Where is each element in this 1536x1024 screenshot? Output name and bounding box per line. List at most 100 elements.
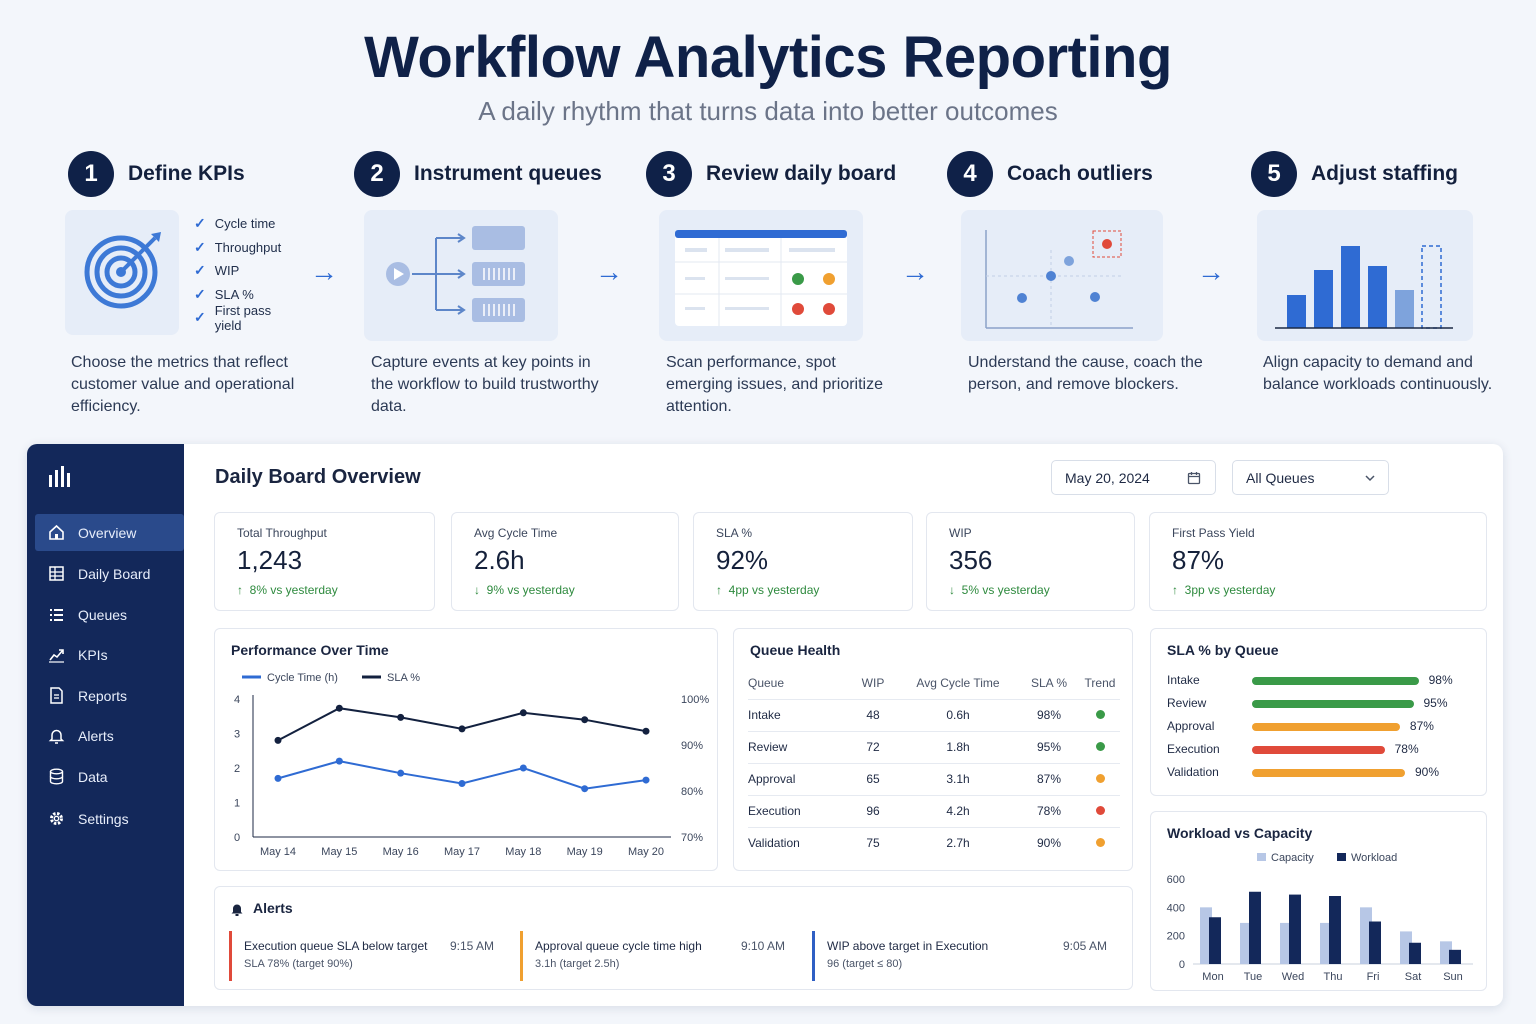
sidebar-item-overview[interactable]: Overview bbox=[35, 514, 184, 551]
alert-time: 9:15 AM bbox=[450, 939, 495, 953]
queue-filter-select[interactable]: All Queues bbox=[1232, 460, 1389, 495]
table-row[interactable]: Intake 48 0.6h 98% bbox=[748, 699, 1120, 731]
table-row[interactable]: Review 72 1.8h 95% bbox=[748, 731, 1120, 763]
alert-item[interactable]: Execution queue SLA below target SLA 78%… bbox=[229, 931, 505, 981]
sidebar-item-alerts[interactable]: Alerts bbox=[35, 717, 184, 754]
trend-cell bbox=[1080, 827, 1120, 859]
sidebar-item-kpis[interactable]: KPIs bbox=[35, 636, 184, 673]
legend-swatch bbox=[1257, 853, 1266, 861]
sla-percent: 87% bbox=[1409, 719, 1434, 733]
card-title: SLA % by Queue bbox=[1167, 642, 1279, 658]
table-row[interactable]: Validation 75 2.7h 90% bbox=[748, 827, 1120, 859]
sla-bar bbox=[1252, 677, 1419, 685]
step-coach-outliers: 4 Coach outliers Understand the cause, c… bbox=[947, 150, 1203, 393]
step-number: 1 bbox=[68, 151, 114, 197]
workload-bar bbox=[1449, 949, 1461, 964]
workload-bar bbox=[1409, 942, 1421, 964]
alerts-card: Alerts Execution queue SLA below target … bbox=[214, 886, 1133, 990]
queue-name: Execution bbox=[748, 804, 801, 818]
x-tick-label: Mon bbox=[1202, 971, 1223, 983]
sidebar-item-label: Overview bbox=[78, 524, 137, 541]
kpi-label: Total Throughput bbox=[237, 526, 327, 540]
queue-wip: 72 bbox=[866, 740, 880, 754]
kpi-card-cycle-time: Avg Cycle Time 2.6h ↓ 9% vs yesterday bbox=[451, 512, 679, 611]
bar-chart-logo-icon bbox=[47, 466, 73, 493]
x-tick-label: Fri bbox=[1367, 971, 1380, 983]
x-tick-label: Wed bbox=[1282, 971, 1304, 983]
sidebar-item-queues[interactable]: Queues bbox=[35, 596, 184, 633]
sidebar-item-daily-board[interactable]: Daily Board bbox=[35, 555, 184, 592]
y-tick-label: 0 bbox=[1179, 959, 1185, 971]
workload-bar bbox=[1329, 896, 1341, 964]
step-title: Review daily board bbox=[706, 162, 897, 185]
table-row[interactable]: Approval 65 3.1h 87% bbox=[748, 763, 1120, 795]
step-number: 2 bbox=[354, 151, 400, 197]
arrow-up-icon: ↑ bbox=[1172, 583, 1178, 597]
kpi-delta: ↑ 8% vs yesterday bbox=[237, 583, 338, 597]
column-header: Queue bbox=[748, 675, 785, 690]
kpi-value: 87% bbox=[1172, 545, 1225, 575]
data-point bbox=[519, 709, 527, 717]
queue-wip: 65 bbox=[866, 772, 880, 786]
sla-row: Intake 98% bbox=[1167, 673, 1467, 689]
queue-cycle-time: 4.2h bbox=[946, 804, 970, 818]
sla-by-queue-card: SLA % by Queue Intake 98% Review 95% Approva… bbox=[1150, 628, 1487, 796]
x-tick-label: May 15 bbox=[321, 846, 357, 858]
date-picker[interactable]: May 20, 2024 bbox=[1051, 460, 1216, 495]
trend-dot bbox=[1095, 838, 1105, 848]
step-description: Scan performance, spot emerging issues, … bbox=[666, 354, 883, 415]
kpi-card-sla: SLA % 92% ↑ 4pp vs yesterday bbox=[693, 512, 913, 611]
data-point bbox=[335, 704, 343, 712]
page-subtitle: A daily rhythm that turns data into bett… bbox=[478, 96, 1058, 126]
database-icon bbox=[49, 768, 64, 785]
queue-name: Validation bbox=[748, 836, 800, 851]
sidebar-item-reports[interactable]: Reports bbox=[35, 677, 184, 714]
sla-percent: 78% bbox=[1394, 742, 1419, 756]
queue-sla: 87% bbox=[1036, 772, 1062, 786]
trend-dot bbox=[1095, 806, 1105, 815]
check-icon: ✓ bbox=[194, 285, 206, 302]
sidebar-item-data[interactable]: Data bbox=[35, 758, 184, 795]
x-tick-label: May 20 bbox=[628, 846, 664, 858]
calendar-icon bbox=[1187, 472, 1201, 485]
arrow-right-icon: → bbox=[1197, 256, 1225, 287]
arrow-down-icon: ↓ bbox=[949, 583, 955, 597]
checklist-item: ✓ SLA % bbox=[194, 285, 254, 302]
table-row[interactable]: Execution 96 4.2h 78% bbox=[748, 795, 1120, 827]
sidebar-item-label: Reports bbox=[78, 687, 128, 704]
column-header: Trend bbox=[1084, 675, 1116, 690]
queue-cycle-time: 0.6h bbox=[946, 708, 970, 722]
chart-title: Workload vs Capacity bbox=[1167, 825, 1313, 841]
workload-bar bbox=[1249, 891, 1261, 964]
queue-wip: 48 bbox=[866, 708, 880, 722]
trend-cell bbox=[1080, 763, 1120, 795]
workload-capacity-card: Workload vs Capacity 0 200 400 600 Capacity W… bbox=[1150, 811, 1487, 991]
alert-item[interactable]: Approval queue cycle time high 3.1h (tar… bbox=[520, 931, 798, 981]
trend-cell bbox=[1080, 731, 1120, 763]
queue-wip: 96 bbox=[866, 804, 880, 818]
step-define-kpis: 1 Define KPIs ✓ Cycle time ✓ Throughput ✓ W… bbox=[65, 150, 294, 415]
alert-item[interactable]: WIP above target in Execution 96 (target… bbox=[812, 931, 1117, 981]
queue-filter-value: All Queues bbox=[1246, 469, 1315, 486]
x-tick-label: Tue bbox=[1244, 971, 1263, 983]
arrow-right-icon: → bbox=[595, 256, 623, 287]
kpi-delta: ↓ 9% vs yesterday bbox=[474, 583, 575, 597]
legend-label: Workload bbox=[1351, 852, 1397, 864]
x-tick-label: May 19 bbox=[567, 846, 603, 858]
performance-chart-card: Performance Over Time 0 1 2 3 4 70% 80% 90% 100%… bbox=[214, 628, 718, 871]
column-header: WIP bbox=[861, 675, 885, 690]
checklist-item: ✓ First pass yield bbox=[194, 302, 272, 333]
scatter-plot-icon bbox=[961, 210, 1163, 341]
step-number: 5 bbox=[1251, 151, 1297, 197]
y2-tick-label: 100% bbox=[681, 694, 709, 706]
bell-icon bbox=[48, 729, 65, 744]
queue-sla: 95% bbox=[1036, 740, 1062, 754]
sla-bar bbox=[1252, 769, 1405, 777]
step-description: Choose the metrics that reflect customer… bbox=[71, 354, 295, 415]
sidebar-item-settings[interactable]: Settings bbox=[35, 800, 184, 837]
sla-queue-label: Review bbox=[1167, 696, 1207, 710]
y2-tick-label: 90% bbox=[681, 740, 703, 752]
y-tick-label: 0 bbox=[234, 832, 240, 844]
queue-sla: 90% bbox=[1036, 836, 1062, 851]
queue-sla: 98% bbox=[1036, 708, 1062, 722]
